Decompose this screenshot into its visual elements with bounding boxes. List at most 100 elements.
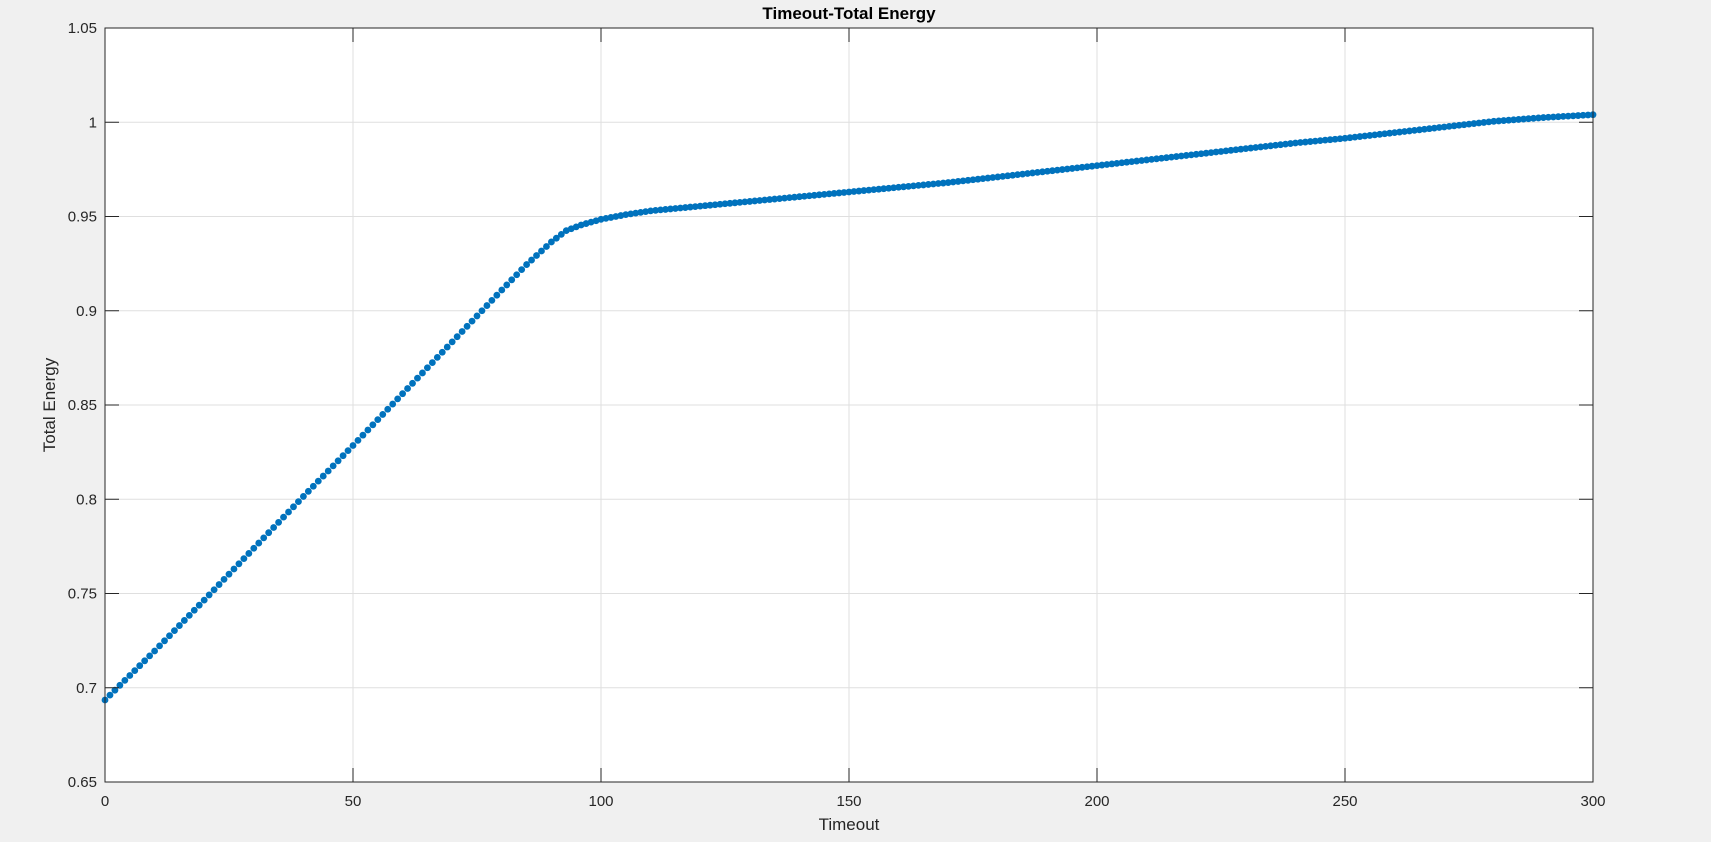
- data-point: [503, 281, 511, 289]
- data-point: [1331, 135, 1339, 143]
- data-point: [860, 187, 868, 194]
- data-point: [895, 183, 902, 191]
- data-point: [260, 534, 268, 542]
- data-point: [354, 436, 362, 444]
- data-point: [230, 565, 238, 573]
- data-point: [1257, 143, 1265, 151]
- data-point: [300, 493, 307, 500]
- data-point: [1376, 130, 1384, 138]
- data-point: [210, 586, 218, 594]
- data-point: [701, 202, 709, 210]
- data-point: [1490, 117, 1498, 125]
- data-point: [1083, 163, 1091, 171]
- data-point: [726, 199, 734, 207]
- data-point: [1182, 152, 1190, 159]
- data-point: [1177, 152, 1185, 160]
- data-point: [448, 338, 456, 346]
- data-point: [1078, 163, 1086, 171]
- data-point: [1123, 158, 1131, 166]
- data-point: [394, 395, 402, 403]
- data-point: [964, 176, 972, 184]
- data-point: [1386, 129, 1394, 137]
- data-point: [786, 194, 793, 202]
- data-point: [1574, 112, 1582, 119]
- data-point: [1549, 113, 1557, 121]
- data-point: [488, 296, 496, 304]
- data-point: [934, 180, 942, 187]
- data-point: [756, 197, 764, 204]
- data-point: [1058, 166, 1066, 173]
- data-point: [458, 328, 466, 335]
- data-point: [900, 183, 907, 191]
- data-point: [830, 190, 838, 197]
- data-point: [1505, 116, 1513, 124]
- data-point: [156, 642, 163, 650]
- y-tick-label: 1.05: [68, 20, 97, 37]
- data-point: [478, 307, 486, 315]
- data-point: [146, 652, 154, 660]
- y-tick-label: 0.75: [68, 586, 97, 603]
- y-tick-label: 0.65: [68, 774, 97, 791]
- data-point: [1103, 161, 1111, 168]
- data-point: [1172, 153, 1180, 160]
- data-point: [1470, 120, 1478, 127]
- data-point: [389, 400, 397, 408]
- data-point: [1430, 124, 1438, 132]
- data-point: [324, 467, 332, 475]
- data-point: [1445, 122, 1453, 130]
- data-point: [245, 550, 253, 557]
- data-point: [240, 555, 248, 563]
- data-point: [662, 206, 669, 213]
- data-point: [800, 192, 808, 200]
- data-point: [428, 359, 436, 366]
- data-point: [1296, 139, 1304, 146]
- data-point: [131, 667, 139, 674]
- data-point: [473, 312, 481, 320]
- data-point: [1485, 118, 1493, 126]
- data-point: [959, 177, 967, 185]
- data-point: [974, 175, 982, 183]
- data-point: [1009, 171, 1017, 179]
- data-point: [1530, 114, 1537, 122]
- chart-title: Timeout-Total Energy: [762, 4, 936, 23]
- data-point: [691, 203, 699, 211]
- data-point: [1287, 140, 1294, 147]
- data-point: [1425, 125, 1433, 133]
- data-point: [205, 591, 213, 599]
- data-point: [905, 182, 912, 190]
- data-point: [1262, 142, 1270, 150]
- data-point: [339, 452, 347, 460]
- data-point: [1306, 138, 1314, 145]
- data-point: [676, 204, 684, 212]
- data-point: [1053, 166, 1061, 174]
- data-point: [915, 181, 922, 189]
- data-point: [180, 617, 188, 624]
- grid-lines: [105, 28, 1593, 782]
- data-point: [1460, 121, 1468, 129]
- data-point: [949, 178, 957, 186]
- data-point: [989, 174, 997, 181]
- data-point: [865, 186, 873, 194]
- x-tick-label: 0: [101, 793, 109, 810]
- data-point: [1321, 136, 1329, 144]
- y-tick-label: 1: [89, 114, 97, 131]
- data-point: [1371, 131, 1379, 139]
- axis-ticks: [104, 27, 1594, 783]
- data-point: [696, 202, 704, 210]
- data-point: [1068, 165, 1076, 172]
- data-point: [885, 184, 893, 192]
- data-point: [1416, 126, 1423, 134]
- data-point: [1163, 154, 1170, 162]
- data-point: [1158, 154, 1165, 162]
- data-point: [329, 462, 337, 470]
- data-point: [716, 200, 724, 208]
- data-point: [1406, 127, 1413, 135]
- data-point: [1341, 134, 1349, 142]
- data-point: [1391, 129, 1398, 137]
- data-point: [890, 184, 898, 192]
- data-point: [1143, 156, 1150, 164]
- data-point: [399, 390, 406, 398]
- data-point: [825, 190, 833, 198]
- data-point: [443, 343, 451, 351]
